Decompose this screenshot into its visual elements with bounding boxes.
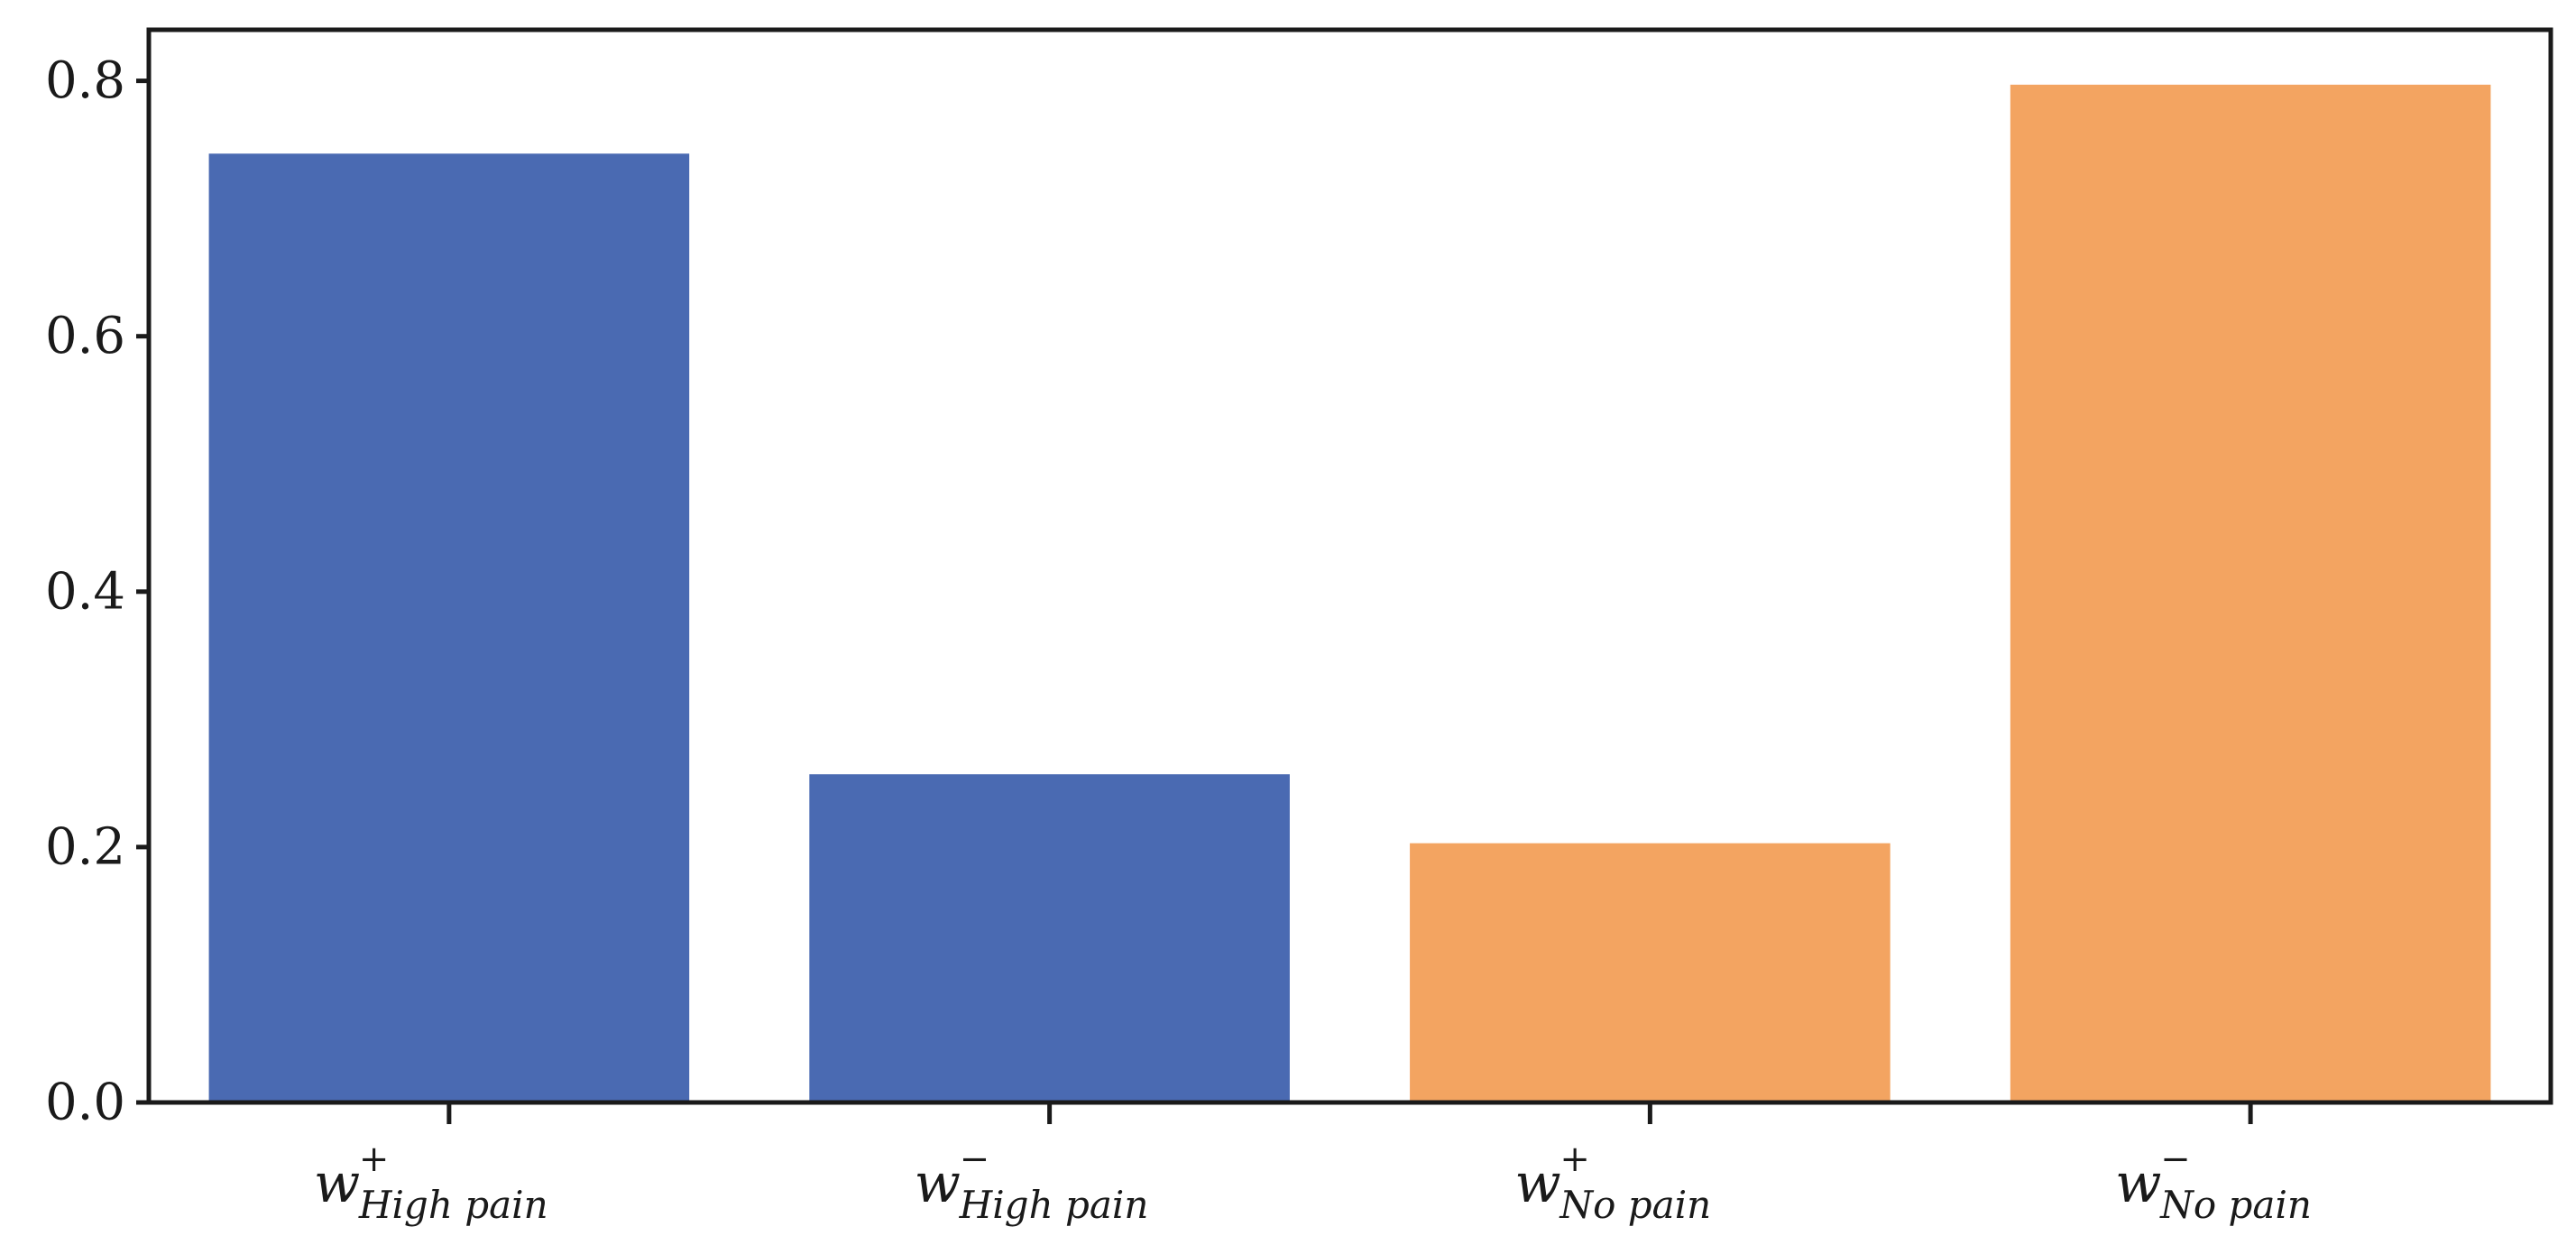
- x-tick-label-subscript: High pain: [358, 1183, 548, 1227]
- x-tick-label-base: w: [915, 1152, 961, 1215]
- plot-frame: [146, 27, 2553, 1105]
- y-tick-label: 0.8: [45, 51, 125, 110]
- bars-group: [208, 84, 2491, 1103]
- x-tick-label-superscript: −: [960, 1139, 990, 1180]
- x-tick-label-superscript: −: [2160, 1139, 2191, 1180]
- x-tick-label-subscript: No pain: [1559, 1183, 1711, 1227]
- y-tick-label: 0.0: [45, 1074, 125, 1132]
- x-tick-label: w−High pain: [915, 1139, 1149, 1227]
- x-axis: w+High pain w−High pain w+No pain w−No pain: [314, 1102, 2312, 1227]
- y-tick-label: 0.6: [45, 307, 125, 365]
- x-tick-label: w+No pain: [1514, 1139, 1711, 1227]
- bar: [1410, 843, 1891, 1102]
- x-tick-label-superscript: +: [1559, 1139, 1590, 1180]
- x-tick-label: w−No pain: [2115, 1139, 2312, 1227]
- x-tick-label: w+High pain: [314, 1139, 548, 1227]
- bar: [809, 774, 1290, 1102]
- x-tick-label-base: w: [1514, 1152, 1560, 1215]
- y-axis: 0.0 0.2 0.4 0.6 0.8: [45, 51, 149, 1132]
- y-tick-label: 0.2: [45, 817, 125, 876]
- bar: [208, 153, 690, 1103]
- x-tick-label-base: w: [2115, 1152, 2161, 1215]
- x-tick-label-subscript: No pain: [2159, 1183, 2312, 1227]
- x-tick-label-base: w: [314, 1152, 360, 1215]
- x-tick-label-superscript: +: [359, 1139, 390, 1180]
- bar: [2010, 84, 2491, 1102]
- y-tick-label: 0.4: [45, 562, 125, 621]
- x-tick-label-subscript: High pain: [959, 1183, 1149, 1227]
